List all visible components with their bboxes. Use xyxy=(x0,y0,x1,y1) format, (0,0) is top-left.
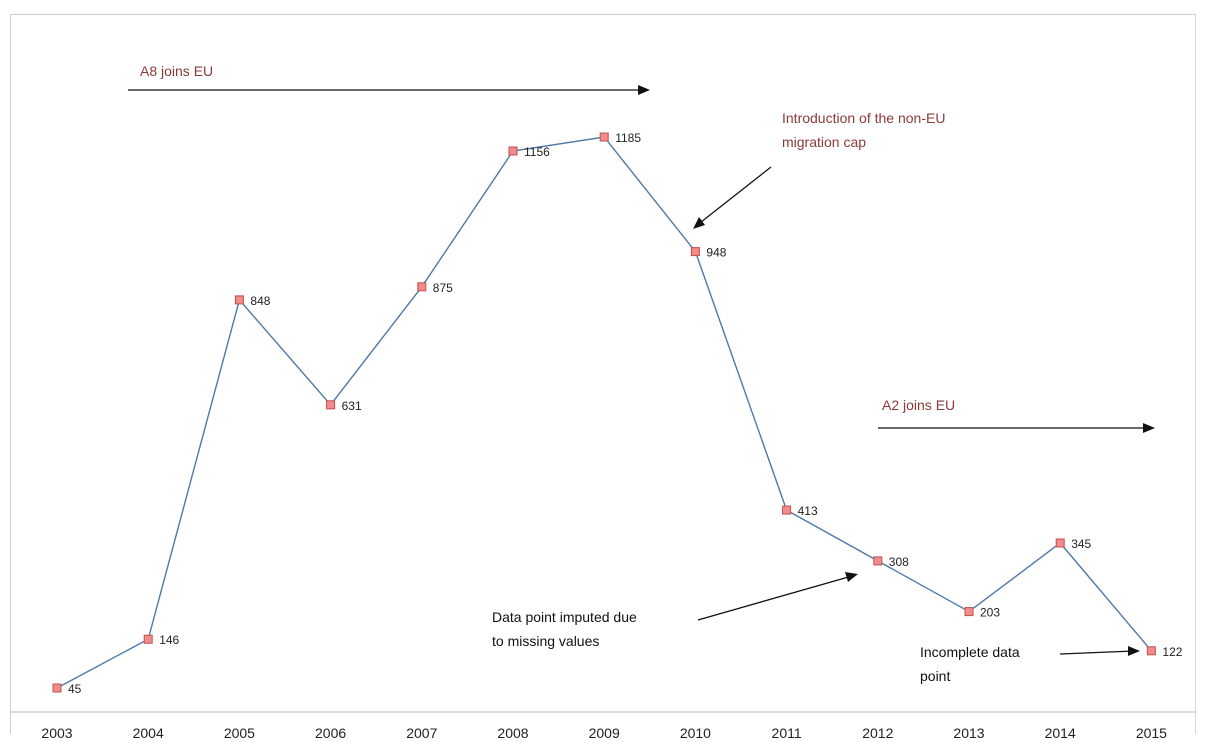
data-point-2006 xyxy=(326,400,336,410)
annotation-incomplete-line-2: point xyxy=(920,668,950,684)
annotation-imputed: Data point imputed due to missing values xyxy=(492,572,858,649)
annotation-imputed-line-2: to missing values xyxy=(492,633,599,649)
data-label-layer: 45 146 848 631 875 1156 1185 948 413 308 203 345 122 xyxy=(68,131,1183,696)
x-tick-label-2006: 2006 xyxy=(315,725,346,741)
data-point-2012 xyxy=(873,556,883,566)
arrow-incomplete-head xyxy=(1128,646,1140,656)
arrow-cap xyxy=(695,166,772,227)
x-tick-label-2004: 2004 xyxy=(133,725,164,741)
annotation-imputed-line-1: Data point imputed due xyxy=(492,609,637,625)
data-label-2014: 345 xyxy=(1071,537,1091,551)
data-point-2005 xyxy=(234,295,244,305)
data-label-2007: 875 xyxy=(433,281,453,295)
x-tick-label-2013: 2013 xyxy=(953,725,984,741)
data-label-2009: 1185 xyxy=(615,131,641,145)
data-point-2004 xyxy=(143,634,153,644)
x-tick-label-2003: 2003 xyxy=(41,725,72,741)
data-label-2013: 203 xyxy=(980,606,1000,620)
x-tick-label-2005: 2005 xyxy=(224,725,255,741)
data-label-2006: 631 xyxy=(342,399,362,413)
data-point-2014 xyxy=(1055,538,1065,548)
data-point-2009 xyxy=(599,132,609,142)
x-tick-label-2009: 2009 xyxy=(589,725,620,741)
data-label-2003: 45 xyxy=(68,682,82,696)
x-tick-label-2010: 2010 xyxy=(680,725,711,741)
annotation-cap: Introduction of the non-EU migration cap xyxy=(693,110,945,229)
arrow-a2-head xyxy=(1143,423,1155,433)
series-layer xyxy=(52,132,1156,693)
annotation-cap-line-1: Introduction of the non-EU xyxy=(782,110,945,126)
data-point-2003 xyxy=(52,683,62,693)
data-label-2011: 413 xyxy=(798,504,818,518)
data-label-2015: 122 xyxy=(1162,645,1182,659)
data-label-2010: 948 xyxy=(706,246,726,260)
data-label-2008: 1156 xyxy=(524,145,550,159)
chart-frame xyxy=(10,14,1196,734)
annotation-incomplete: Incomplete data point xyxy=(920,644,1140,684)
data-point-2013 xyxy=(964,607,974,617)
x-tick-label-2008: 2008 xyxy=(497,725,528,741)
annotation-a2-text: A2 joins EU xyxy=(882,397,955,413)
arrow-incomplete xyxy=(1059,650,1135,655)
annotation-a8-text: A8 joins EU xyxy=(140,63,213,79)
data-point-2011 xyxy=(782,505,792,515)
arrow-cap-head xyxy=(693,217,705,229)
arrow-imputed xyxy=(697,575,853,621)
x-tick-label-2011: 2011 xyxy=(772,725,802,741)
data-point-2015 xyxy=(1146,646,1156,656)
data-point-2010 xyxy=(690,247,700,257)
annotation-cap-line-2: migration cap xyxy=(782,134,866,150)
arrow-imputed-head xyxy=(845,572,858,582)
data-label-2004: 146 xyxy=(159,633,179,647)
data-point-2008 xyxy=(508,146,518,156)
annotation-a8: A8 joins EU xyxy=(128,63,650,95)
x-tick-label-2012: 2012 xyxy=(862,725,893,741)
x-tick-label-2015: 2015 xyxy=(1136,725,1167,741)
annotation-a2: A2 joins EU xyxy=(878,397,1155,433)
data-label-2005: 848 xyxy=(250,294,270,308)
data-label-2012: 308 xyxy=(889,555,909,569)
x-tick-label-2007: 2007 xyxy=(406,725,437,741)
x-tick-label-2014: 2014 xyxy=(1045,725,1076,741)
data-point-2007 xyxy=(417,282,427,292)
arrow-a8-head xyxy=(638,85,650,95)
annotation-incomplete-line-1: Incomplete data xyxy=(920,644,1020,660)
x-tick-layer: 2003 2004 2005 2006 2007 2008 2009 2010 2011 2012… xyxy=(41,725,1167,741)
